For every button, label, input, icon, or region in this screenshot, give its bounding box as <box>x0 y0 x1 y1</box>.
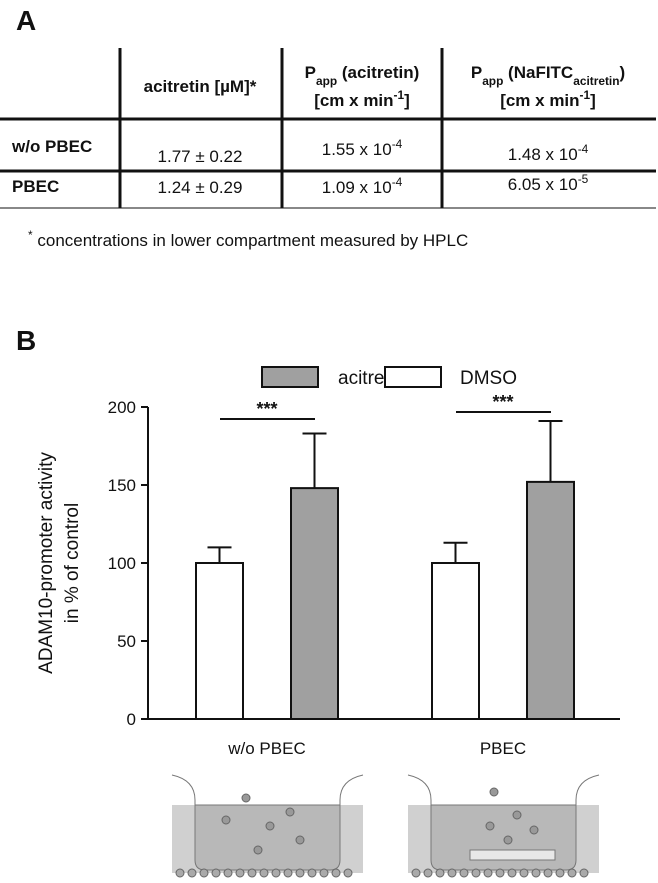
y-tick-label: 200 <box>108 398 136 417</box>
legend-label: DMSO <box>460 368 517 389</box>
text-part: ) <box>619 63 625 82</box>
text-part: (NaFITC <box>503 63 573 82</box>
row-label: w/o PBEC <box>11 137 92 156</box>
superscript: * <box>28 228 33 242</box>
y-axis-label-line: in % of control <box>62 503 83 623</box>
table-header: Papp (acitretin) <box>305 63 420 88</box>
text-part: P <box>305 63 316 82</box>
superscript: -5 <box>578 172 589 186</box>
text-part: acitretin [µM]* <box>144 77 257 96</box>
y-tick-label: 100 <box>108 554 136 573</box>
table-cell: 1.09 x 10-4 <box>322 175 403 197</box>
table-cell: 1.55 x 10-4 <box>322 137 403 159</box>
text-part: [cm x min <box>314 91 393 110</box>
cell-layer <box>469 849 556 861</box>
table-header: acitretin [µM]* <box>144 77 257 96</box>
text-part: 1.77 ± 0.22 <box>158 147 243 166</box>
table-header: Papp (NaFITCacitretin) <box>471 63 625 88</box>
y-tick-label: 50 <box>117 632 136 651</box>
footnote: * concentrations in lower compartment me… <box>28 228 468 250</box>
text-part: P <box>471 63 482 82</box>
text-part: [cm x min <box>500 91 579 110</box>
text-part: 1.09 x 10 <box>322 178 392 197</box>
table-header: [cm x min-1] <box>500 88 596 110</box>
well-illustrations <box>171 774 600 878</box>
bottom-cells <box>175 868 589 878</box>
subscript: app <box>316 74 337 88</box>
panel-label: A <box>16 5 36 36</box>
text-part: 1.55 x 10 <box>322 140 392 159</box>
text-part: ] <box>404 91 410 110</box>
table-header: [cm x min-1] <box>314 88 410 110</box>
significance-label: *** <box>492 392 513 412</box>
row-label: PBEC <box>12 177 59 196</box>
legend-swatch <box>384 366 442 388</box>
superscript: -1 <box>394 88 405 102</box>
bar <box>290 487 339 720</box>
superscript: -4 <box>578 142 589 156</box>
bar <box>526 480 575 720</box>
y-axis-label-line: ADAM10-promoter activity <box>36 452 57 674</box>
text-part: 6.05 x 10 <box>508 175 578 194</box>
particles <box>221 787 539 855</box>
legend-swatch <box>261 366 319 388</box>
table-cell: 6.05 x 10-5 <box>508 172 589 194</box>
superscript: -1 <box>580 88 591 102</box>
text-part: ] <box>590 91 596 110</box>
bar <box>431 562 480 720</box>
text-part: (acitretin) <box>337 63 419 82</box>
table-cell: 1.77 ± 0.22 <box>158 147 243 166</box>
y-axis-label: ADAM10-promoter activity in % of control <box>36 452 83 674</box>
text-part: 1.48 x 10 <box>508 145 578 164</box>
superscript: -4 <box>392 137 403 151</box>
superscript: -4 <box>392 175 403 189</box>
significance-label: *** <box>256 399 277 419</box>
x-tick-label: w/o PBEC <box>227 739 305 758</box>
y-tick-label: 150 <box>108 476 136 495</box>
text-part: 1.24 ± 0.29 <box>158 178 243 197</box>
table-cell: 1.24 ± 0.29 <box>158 178 243 197</box>
panel-label: B <box>16 325 36 356</box>
y-tick-label: 0 <box>127 710 136 729</box>
bar <box>195 562 244 720</box>
subscript: app <box>482 74 503 88</box>
insert <box>194 804 341 871</box>
table-cell: 1.48 x 10-4 <box>508 142 589 164</box>
x-tick-label: PBEC <box>480 739 526 758</box>
subscript: acitretin <box>573 74 619 88</box>
text-part: concentrations in lower compartment meas… <box>33 231 469 250</box>
